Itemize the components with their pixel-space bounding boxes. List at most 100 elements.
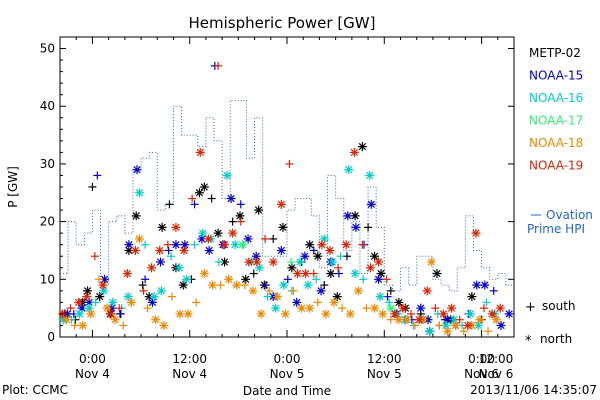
- metp-02-point: [194, 188, 204, 198]
- noaa-19-point: [203, 234, 213, 244]
- noaa-18-point: [151, 315, 161, 325]
- noaa-18-point: [207, 280, 217, 290]
- x-tick-date: Nov 5: [367, 367, 402, 381]
- noaa-15-point: [504, 309, 514, 319]
- noaa-19-point: [179, 245, 189, 255]
- noaa-18-point: [443, 326, 453, 336]
- noaa-18-point: [451, 320, 461, 330]
- x-tick-date: Nov 4: [75, 367, 110, 381]
- noaa-18-point: [484, 327, 493, 336]
- noaa-19-point: [382, 275, 391, 284]
- noaa-19-point: [195, 147, 205, 157]
- noaa-19-point: [487, 309, 497, 319]
- x-tick-time: 12:00: [479, 352, 514, 366]
- noaa-16-point: [141, 240, 150, 249]
- x-tick-time: 0:00: [468, 352, 495, 366]
- noaa-15-point: [243, 234, 253, 244]
- noaa-16-point: [312, 275, 321, 284]
- legend-entry: METP-02: [529, 46, 581, 60]
- noaa-15-point: [351, 222, 361, 232]
- noaa-18-point: [338, 304, 347, 313]
- noaa-18-point: [199, 269, 209, 279]
- noaa-15-point: [416, 303, 426, 313]
- noaa-19-point: [438, 309, 448, 319]
- noaa-18-point: [167, 292, 176, 301]
- noaa-18-point: [491, 315, 501, 325]
- noaa-15-point: [480, 280, 490, 290]
- noaa-15-point: [276, 245, 286, 255]
- noaa-15-point: [309, 246, 318, 255]
- y-tick-label: 0: [47, 330, 55, 344]
- x-tick-date: Nov 4: [172, 367, 207, 381]
- y-tick-label: 20: [40, 215, 55, 229]
- noaa-16-point: [465, 309, 475, 319]
- noaa-19-point: [325, 245, 335, 255]
- noaa-16-point: [167, 252, 176, 261]
- metp-02-point: [287, 263, 297, 273]
- metp-02-point: [241, 274, 251, 284]
- noaa-18-point: [378, 309, 388, 319]
- noaa-16-point: [359, 275, 368, 284]
- noaa-15-point: [283, 275, 292, 284]
- noaa-19-point: [431, 304, 440, 313]
- noaa-18-point: [272, 292, 282, 302]
- noaa-15-point: [489, 286, 498, 295]
- noaa-16-point: [91, 298, 100, 307]
- noaa-18-point: [94, 275, 103, 284]
- noaa-19-point: [268, 257, 278, 267]
- noaa-19-point: [447, 303, 457, 313]
- noaa-18-point: [297, 303, 307, 313]
- noaa-15-point: [383, 292, 392, 301]
- noaa-16-point: [365, 170, 375, 180]
- noaa-19-point: [147, 263, 157, 273]
- y-axis-label: P [GW]: [6, 166, 20, 208]
- plot-timestamp: 2013/11/06 14:35:07: [470, 383, 597, 397]
- noaa-18-point: [370, 303, 380, 313]
- noaa-19-point: [252, 257, 262, 267]
- metp-02-point: [313, 251, 323, 261]
- plot-frame: [59, 36, 515, 338]
- metp-02-point: [350, 211, 360, 221]
- noaa-16-point: [84, 303, 94, 313]
- metp-02-point: [370, 251, 380, 261]
- noaa-18-point: [394, 315, 404, 325]
- noaa-16-point: [198, 228, 208, 238]
- noaa-18-point: [329, 297, 339, 307]
- noaa-19-point: [130, 245, 140, 255]
- noaa-15-point: [190, 200, 199, 209]
- noaa-19-point: [414, 315, 424, 325]
- noaa-16-point: [149, 292, 159, 302]
- noaa-15-point: [115, 309, 124, 318]
- y-tick-label: 30: [40, 157, 55, 171]
- marker-north-label: north: [540, 332, 572, 346]
- noaa-19-point: [74, 297, 84, 307]
- noaa-15-point: [204, 245, 214, 255]
- noaa-16-point: [108, 297, 118, 307]
- noaa-19-point: [366, 263, 376, 273]
- noaa-19-point: [228, 228, 238, 238]
- noaa-19-point: [390, 309, 400, 319]
- noaa-15-point: [164, 246, 173, 255]
- noaa-19-point: [309, 269, 318, 278]
- noaa-16-point: [214, 258, 223, 266]
- noaa-15-point: [374, 274, 384, 284]
- metp-02-point: [138, 281, 147, 290]
- noaa-15-point: [261, 281, 270, 290]
- noaa-16-point: [174, 263, 184, 273]
- legend-entry: NOAA-16: [529, 91, 583, 105]
- plot-credit: Plot: CCMC: [2, 383, 68, 397]
- noaa-16-point: [263, 292, 272, 301]
- noaa-18-point: [78, 320, 88, 330]
- metp-02-point: [88, 183, 97, 191]
- marker-key: + south * north: [525, 299, 576, 349]
- metp-02-point: [394, 297, 404, 307]
- x-tick-time: 12:00: [367, 352, 402, 366]
- noaa-18-point: [345, 309, 355, 319]
- noaa-16-point: [134, 188, 144, 198]
- noaa-16-point: [425, 326, 435, 336]
- noaa-18-point: [256, 309, 266, 319]
- noaa-16-point: [271, 303, 281, 313]
- noaa-19-point: [261, 234, 270, 243]
